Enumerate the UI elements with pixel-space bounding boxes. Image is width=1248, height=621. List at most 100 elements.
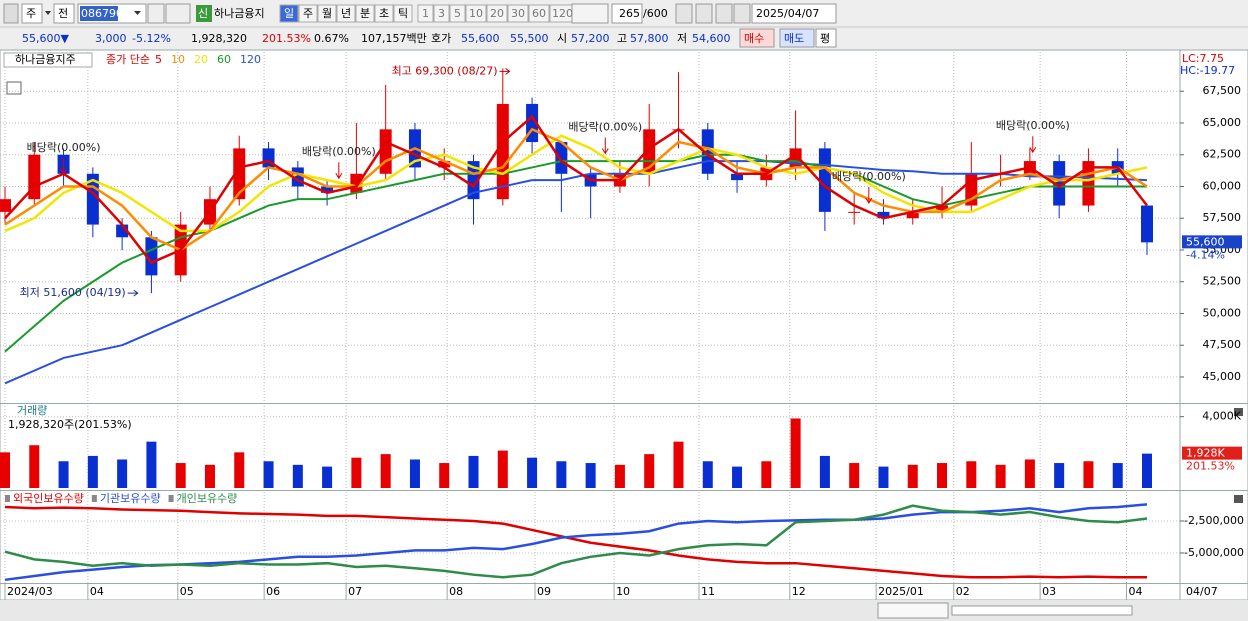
candle-body: [438, 161, 451, 168]
volume-bar: [1024, 459, 1035, 488]
interval-button[interactable]: [486, 4, 508, 23]
zoom-slider[interactable]: [951, 605, 1133, 616]
count-box[interactable]: [611, 3, 643, 24]
y-tick-label: 65,000: [1203, 116, 1242, 129]
y-tick-label: 67,500: [1203, 84, 1242, 97]
volume-bar: [204, 464, 215, 488]
quote-open: 57,200: [571, 32, 610, 45]
volume-bar: [527, 457, 538, 488]
quote-low-label: 저: [677, 32, 687, 45]
sound-icon[interactable]: [165, 3, 191, 24]
interval-button[interactable]: [465, 4, 487, 23]
x-tick-label: 09: [537, 585, 551, 598]
quote-avg-button[interactable]: [815, 28, 837, 48]
tool-icon[interactable]: [733, 3, 751, 24]
candle-body: [233, 148, 246, 200]
volume-bar: [790, 418, 801, 488]
table-icon[interactable]: [6, 81, 22, 95]
dropdown-box[interactable]: [571, 3, 609, 24]
moving-average: [4, 114, 1148, 265]
candle-body: [936, 205, 949, 212]
holdings-line: [4, 505, 1147, 579]
stock-name: 하나금융지: [214, 6, 265, 20]
y-tick-label: 57,500: [1203, 211, 1242, 224]
arrow: [127, 289, 139, 297]
quote-ask: 55,600: [461, 32, 500, 45]
legend-swatch: [91, 495, 97, 502]
moving-average: [4, 160, 1148, 385]
hc-label: HC:-19.77: [1180, 64, 1235, 77]
candle-body: [321, 186, 334, 193]
legend-entry: 기관보유수량: [100, 492, 161, 505]
period-type-box[interactable]: [21, 3, 43, 24]
period-button[interactable]: [336, 4, 356, 23]
interval-label: 1: [422, 7, 429, 20]
dropdown[interactable]: [45, 11, 51, 15]
period-label: 분: [360, 7, 370, 20]
candle-body: [0, 199, 11, 212]
code-selected: [80, 6, 118, 21]
volume-bar: [1112, 463, 1123, 488]
dividend-annotation: 배당락(0.00%): [996, 119, 1070, 132]
y-tick-label: 50,000: [1203, 306, 1242, 319]
interval-button[interactable]: [433, 4, 450, 23]
quote-sell: 매도: [784, 32, 804, 45]
volume-bar: [146, 441, 157, 488]
interval-button[interactable]: [507, 4, 529, 23]
interval-label: 120: [552, 7, 573, 20]
date-box[interactable]: [751, 3, 837, 24]
quote-ask-label: 호가: [431, 32, 451, 45]
quote-avg: 평: [820, 32, 830, 45]
volume-bar: [351, 457, 362, 488]
interval-label: 5: [454, 7, 461, 20]
candle-body: [467, 161, 480, 200]
volume-bar: [1142, 453, 1152, 488]
interval-button[interactable]: [528, 4, 550, 23]
quote-sell-button[interactable]: [779, 28, 815, 48]
x-tick-label: 11: [701, 585, 715, 598]
nav-buttons[interactable]: [877, 602, 949, 619]
title-box: [3, 52, 93, 68]
volume-bar: [1083, 461, 1094, 488]
volume-bar: [234, 452, 245, 488]
period-button[interactable]: [317, 4, 337, 23]
close-icon[interactable]: [1234, 495, 1243, 503]
last-change-label: -4.14%: [1186, 248, 1225, 261]
tool-icon[interactable]: [675, 3, 693, 24]
volume-bar: [439, 463, 450, 488]
legend-entry: 20: [194, 53, 208, 66]
dropdown[interactable]: [134, 11, 141, 15]
legend-entry: 120: [240, 53, 261, 66]
period-button[interactable]: [355, 4, 375, 23]
legend-entry: 60: [217, 53, 231, 66]
search-icon[interactable]: [147, 3, 165, 24]
period-label: 초: [379, 7, 389, 20]
mode-box[interactable]: [53, 3, 75, 24]
volume-bar: [117, 459, 128, 488]
arrow: [865, 186, 873, 204]
candle-body: [877, 211, 890, 219]
candle-body: [1053, 161, 1066, 206]
period-button[interactable]: [374, 4, 394, 23]
y-tick-label: 60,000: [1203, 179, 1242, 192]
chart-title: 하나금융지주: [15, 52, 76, 66]
close-icon[interactable]: [1234, 408, 1243, 416]
interval-button[interactable]: [449, 4, 466, 23]
volume-bar: [849, 463, 860, 488]
tool-icon[interactable]: [715, 3, 733, 24]
x-tick-label: 2024/03: [7, 585, 53, 598]
volume-bar: [585, 463, 596, 488]
badge-bg: [196, 5, 212, 22]
period-button[interactable]: [279, 4, 299, 23]
dividend-annotation: 배당락(0.00%): [27, 141, 101, 154]
legend-entry: 개인보유수량: [177, 492, 238, 505]
quote-low: 54,600: [692, 32, 731, 45]
tool-icon[interactable]: [695, 3, 713, 24]
interval-button[interactable]: [417, 4, 434, 23]
period-button[interactable]: [298, 4, 318, 23]
quote-buy-button[interactable]: [739, 28, 775, 48]
date: 2025/04/07: [756, 7, 819, 20]
menu-icon[interactable]: [3, 3, 19, 24]
period-button[interactable]: [393, 4, 413, 23]
